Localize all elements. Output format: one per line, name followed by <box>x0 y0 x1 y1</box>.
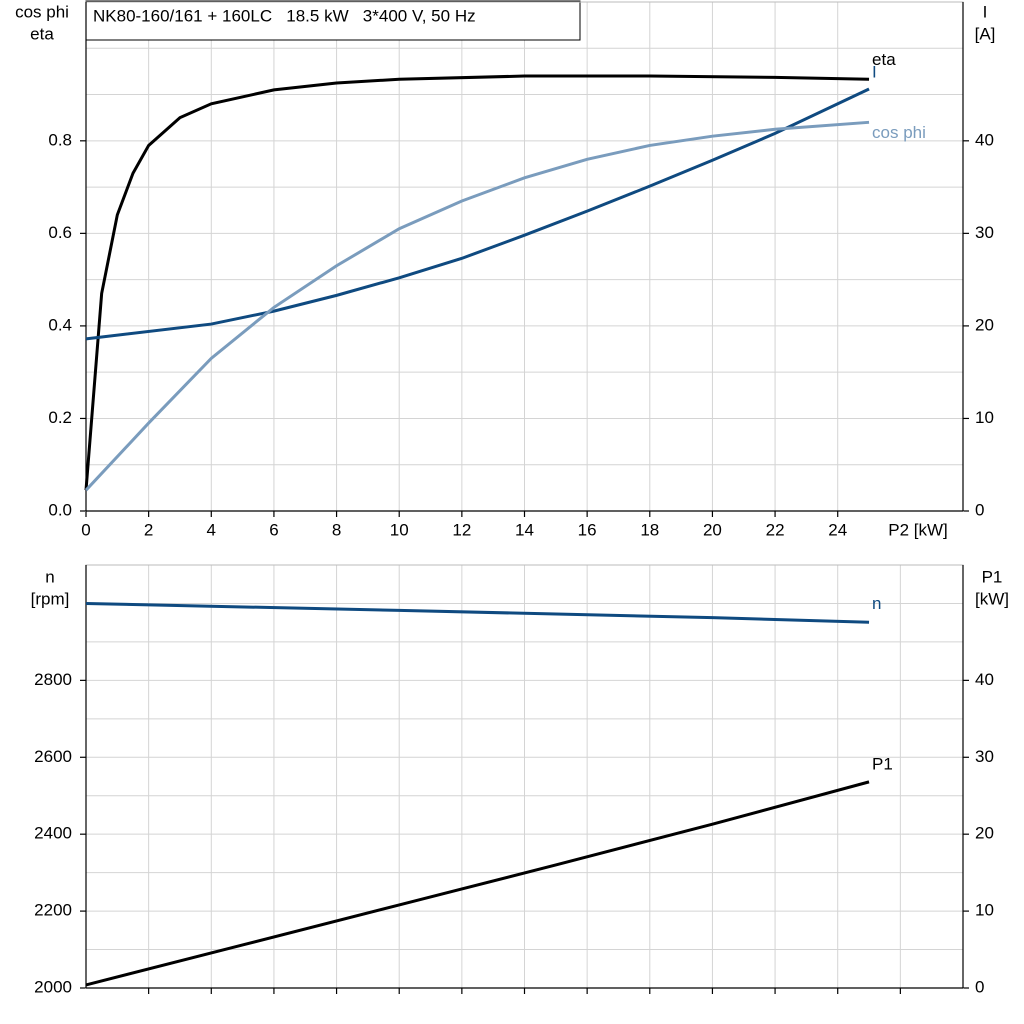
y-tick-label: 0.4 <box>48 315 72 334</box>
y-tick-label: 0.8 <box>48 130 72 149</box>
y2-axis-label: [kW] <box>975 589 1009 608</box>
y2-tick-label: 10 <box>975 901 994 920</box>
series-line <box>85 87 870 341</box>
y-axis-label: eta <box>30 24 54 43</box>
x-tick-label: 10 <box>390 520 409 539</box>
x-tick-label: 2 <box>144 520 153 539</box>
x-tick-label: 8 <box>332 520 341 539</box>
y2-axis-label: P1 <box>982 567 1003 586</box>
series-label: eta <box>872 50 896 69</box>
x-tick-label: 18 <box>640 520 659 539</box>
x-tick-label: 16 <box>578 520 597 539</box>
y-tick-label: 2000 <box>34 977 72 996</box>
x-tick-label: 14 <box>515 520 534 539</box>
series-label: cos phi <box>872 123 926 142</box>
y-axis-label: n <box>45 567 54 586</box>
series-label: I <box>872 62 877 81</box>
series-line <box>84 74 870 491</box>
y2-tick-label: 40 <box>975 670 994 689</box>
y-axis-label: [rpm] <box>31 589 70 608</box>
x-tick-label: 24 <box>828 520 847 539</box>
series-line <box>84 120 870 492</box>
plot-layer: 0 2 4 6 8 10 12 14 16 18 20 22 240.00.20.40.60.80102… <box>34 1 994 996</box>
y2-tick-label: 0 <box>975 500 984 519</box>
y-tick-label: 2400 <box>34 824 72 843</box>
y-tick-label: 2200 <box>34 901 72 920</box>
x-tick-label: 22 <box>766 520 785 539</box>
y2-tick-label: 40 <box>975 130 994 149</box>
series-label: P1 <box>872 754 893 773</box>
y-axis-label: cos phi <box>15 2 69 21</box>
series-line <box>85 780 870 987</box>
y-tick-label: 0.0 <box>48 500 72 519</box>
y2-tick-label: 0 <box>975 977 984 996</box>
y2-tick-label: 30 <box>975 223 994 242</box>
series-label: n <box>872 594 881 613</box>
x-tick-label: 12 <box>452 520 471 539</box>
x-tick-label: 6 <box>269 520 278 539</box>
x-axis-label: P2 [kW] <box>888 520 948 539</box>
x-tick-label: 20 <box>703 520 722 539</box>
chart-title: NK80-160/161 + 160LC 18.5 kW 3*400 V, 50… <box>93 6 476 25</box>
y2-tick-label: 20 <box>975 315 994 334</box>
y-tick-label: 2600 <box>34 747 72 766</box>
x-tick-label: 4 <box>207 520 216 539</box>
y-tick-label: 0.6 <box>48 223 72 242</box>
y2-tick-label: 20 <box>975 824 994 843</box>
y2-tick-label: 30 <box>975 747 994 766</box>
x-tick-label: 0 <box>81 520 90 539</box>
y2-axis-label: [A] <box>975 24 996 43</box>
grid-layer <box>85 2 963 989</box>
series-line <box>85 601 870 624</box>
y-tick-label: 0.2 <box>48 408 72 427</box>
y2-tick-label: 10 <box>975 408 994 427</box>
y2-axis-label: I <box>983 2 988 21</box>
title-box <box>85 0 581 41</box>
y-tick-label: 2800 <box>34 670 72 689</box>
